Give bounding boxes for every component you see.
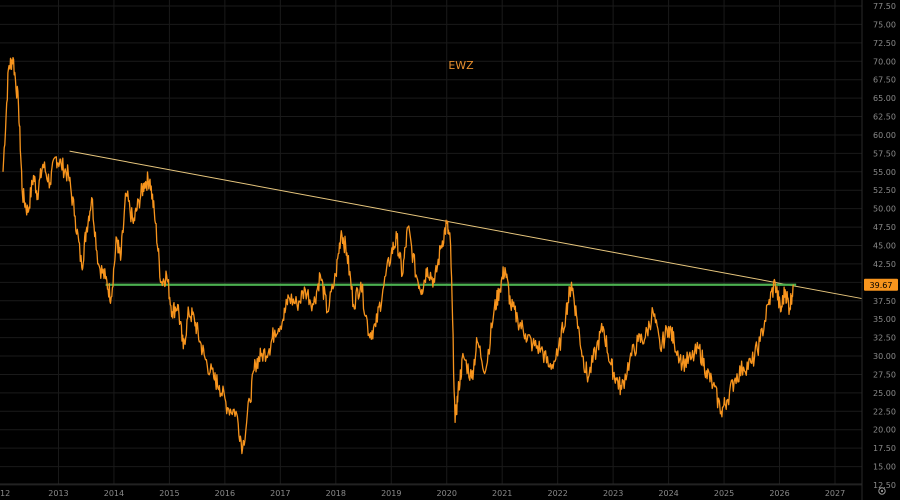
x-tick-label: 2025 [714,489,734,498]
y-tick-label: 22.50 [873,407,896,416]
y-tick-label: 70.00 [873,57,896,66]
trend-layer [69,150,863,300]
y-tick-label: 27.50 [873,370,896,379]
y-tick-label: 32.50 [873,334,896,343]
resistance-trendline[interactable] [69,150,863,300]
series-layer [2,56,795,455]
y-tick-label: 77.50 [873,2,896,11]
x-tick-label: 2027 [825,489,845,498]
settings-gear-icon[interactable] [878,487,886,495]
y-tick-label: 65.00 [873,94,896,103]
x-tick-label: 12 [0,489,10,498]
x-tick-label: 2019 [381,489,401,498]
y-tick-label: 20.00 [873,426,896,435]
price-series-line[interactable] [2,56,795,455]
y-tick-label: 15.00 [873,463,896,472]
x-tick-label: 2016 [215,489,235,498]
x-tick-label: 2023 [603,489,623,498]
y-tick-label: 62.50 [873,113,896,122]
y-tick-label: 67.50 [873,76,896,85]
y-tick-label: 52.50 [873,186,896,195]
y-axis: 12.50 15.00 17.50 20.00 22.50 25.00 27.50 30.00… [861,0,896,500]
x-tick-label: 2026 [769,489,789,498]
y-tick-label: 75.00 [873,20,896,29]
y-tick-label: 72.50 [873,39,896,48]
y-tick-label: 47.50 [873,223,896,232]
y-tick-label: 37.50 [873,297,896,306]
y-tick-label: 57.50 [873,149,896,158]
x-tick-label: 2020 [437,489,457,498]
last-price-value: 39.67 [870,281,893,290]
y-tick-label: 30.00 [873,352,896,361]
y-tick-label: 35.00 [873,315,896,324]
y-tick-label: 50.00 [873,205,896,214]
x-axis: 12 2013 2014 2015 2016 2017 2018 2019 2020 2021 20… [0,483,862,498]
y-tick-label: 42.50 [873,260,896,269]
x-tick-label: 2024 [658,489,678,498]
x-tick-label: 2018 [326,489,346,498]
y-tick-label: 12.50 [873,481,896,490]
grid-layer [0,0,862,486]
last-price-tag: 39.67 [864,278,898,291]
y-tick-label: 60.00 [873,131,896,140]
y-tick-label: 25.00 [873,389,896,398]
last-price-box [864,278,898,291]
x-tick-label: 2021 [492,489,512,498]
y-tick-label: 55.00 [873,168,896,177]
x-tick-label: 2015 [159,489,179,498]
y-tick-label: 45.00 [873,242,896,251]
chart-title: EWZ [448,59,474,72]
x-tick-label: 2017 [270,489,290,498]
y-tick-label: 17.50 [873,444,896,453]
x-tick-label: 2014 [104,489,124,498]
x-tick-label: 2022 [547,489,567,498]
x-tick-label: 2013 [48,489,68,498]
